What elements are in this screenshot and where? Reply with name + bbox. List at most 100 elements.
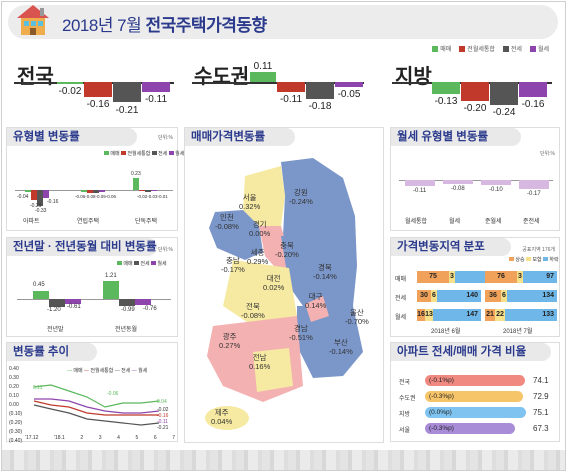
col-jul: 2018년 7월	[503, 329, 533, 335]
bar-rent-semi	[481, 180, 511, 185]
bar-yoy-jeonse	[119, 299, 135, 306]
legend-jeonse: 전세	[502, 44, 522, 53]
val-rent-monthly: -0.08	[451, 186, 465, 192]
map-label-jeonnam: 전남 0.16%	[249, 353, 271, 371]
map-label-chungbuk: 충북 -0.20%	[275, 241, 299, 259]
label-provinces-jeonse: -0.24	[492, 107, 516, 118]
axis-line	[399, 180, 553, 181]
val-rent-total: -0.11	[413, 188, 427, 194]
map-label-chungnam: 충남 -0.17%	[221, 256, 245, 274]
label-provinces-jeonwolse: -0.20	[463, 103, 487, 114]
label-capital-maemae: 0.11	[253, 61, 273, 72]
bar-national-jeonse	[113, 82, 141, 102]
bar-capital-maemae	[250, 72, 276, 82]
bar-apt-maemae	[25, 190, 31, 192]
unit-label: 단위:%	[157, 247, 173, 253]
bar-provinces-jeonwolse	[461, 82, 489, 101]
region-title-provinces: 지방	[395, 66, 432, 88]
panel-trend: 변동률 추이 — 매매 — 전월세통합 — 전세 — 월세 0.40 0.30 0.…	[6, 342, 178, 444]
val-rent-semijeonse: -0.17	[527, 191, 541, 197]
bar-yoy-maemae	[103, 281, 119, 299]
panel-distribution: 가격변동지역 분포 공표지역 176개 상승 보합 하락 매매 75 3 98 …	[390, 237, 560, 337]
label-capital-jeonwolse: -0.11	[279, 94, 303, 105]
label-rent-total: 월세통합	[405, 219, 428, 225]
panel-title: 매매가격변동률	[185, 128, 295, 146]
bar-provinces-wolse	[519, 82, 547, 97]
bar-capital-wolse	[335, 82, 363, 87]
panel-title: 유형별 변동률	[7, 128, 137, 146]
title-date: 2018년 7월	[62, 16, 142, 35]
panel-title: 전년말 · 전년동월 대비 변동률	[7, 238, 157, 256]
map-label-gyeongnam: 경남 -0.51%	[289, 324, 313, 342]
mini-legend: 매매 전세 월세	[117, 260, 167, 267]
panel-map: 매매가격변동률 서울 0.32% 인천 -0.08% 경기 0.00% 강원 -0.24…	[184, 127, 384, 443]
panel-ratio: 아파트 전세/매매 가격 비율 전국 (-0.1%p) 74.1 수도권 (-0…	[390, 342, 560, 442]
unit-label: 단위:%	[157, 135, 173, 141]
bar-national-maemae	[57, 82, 83, 84]
y-axis-ticks: 0.40 0.30 0.20 0.10 0.00 (0.10) (0.20) (0.30) (0…	[9, 366, 23, 444]
map-label-gyeongbuk: 경북 -0.14%	[313, 263, 337, 281]
bar-apt-jeonse	[37, 190, 43, 206]
bar-rent-monthly	[443, 180, 473, 184]
panel-type-change: 유형별 변동률 단위:% 매매 전월세통합 전세 월세 -0.04 -0.21 …	[6, 127, 184, 231]
label-national-wolse: -0.11	[144, 94, 168, 105]
map-label-daegu: 대구 0.14%	[305, 292, 327, 310]
bar-apt-wolse	[43, 190, 49, 198]
mini-legend: — 매매 — 전월세통합 — 전세 — 월세	[67, 368, 148, 374]
bar-capital-jeonwolse	[277, 82, 305, 92]
bar-yearend-jeonse	[49, 299, 65, 307]
label-national-jeonwolse: -0.16	[86, 99, 110, 110]
bar-house-wolse	[151, 190, 157, 191]
bar-provinces-jeonse	[490, 82, 518, 105]
header-bar	[8, 5, 558, 39]
map-label-gangwon: 강원 -0.24%	[289, 188, 313, 206]
bar-house-jeonwolse	[139, 190, 145, 191]
panel-yoy: 전년말 · 전년동월 대비 변동률 단위:% 매매 전세 월세 0.45 -1.…	[6, 237, 178, 337]
map-label-sejong: 세종 0.29%	[247, 248, 269, 266]
legend-maemae: 매매	[432, 44, 451, 53]
bar-national-jeonwolse	[84, 82, 112, 97]
trend-label: -0.06	[107, 391, 119, 397]
label-provinces-wolse: -0.16	[521, 99, 545, 110]
map-label-seoul: 서울 0.32%	[239, 193, 261, 211]
trend-label: -0.16	[157, 413, 169, 419]
val-apt-jeonse: -0.33	[35, 208, 47, 214]
bar-villa-maemae	[81, 190, 87, 192]
bar-provinces-maemae	[432, 82, 460, 94]
bar-house-jeonse	[145, 190, 151, 192]
page-title: 2018년 7월 전국주택가격동향	[62, 11, 267, 36]
top-legend: 매매 전월세통합 전세 월세	[432, 44, 549, 53]
map-label-gwangju: 광주 0.27%	[219, 332, 241, 350]
map-label-jeonbuk: 전북 -0.08%	[241, 302, 265, 320]
val-yoy-maemae: 1.21	[105, 273, 117, 279]
korea-map	[205, 158, 363, 430]
map-label-busan: 부산 -0.14%	[329, 338, 353, 356]
mini-legend: 상승 보합 하락	[509, 256, 559, 263]
map-label-ulsan: 울산 -0.70%	[345, 308, 369, 326]
bar-rent-semijeonse	[519, 180, 549, 189]
val-yoy-jeonse: -0.99	[121, 307, 135, 313]
panel-title: 아파트 전세/매매 가격 비율	[391, 343, 551, 361]
panel-title: 월세 유형별 변동률	[391, 128, 521, 146]
legend-jeonwolse: 전월세통합	[459, 44, 495, 53]
skyline-decoration	[2, 450, 565, 470]
trend-label: -0.11	[157, 419, 169, 425]
bar-yearend-maemae	[33, 291, 49, 299]
bar-yearend-wolse	[65, 299, 81, 304]
label-rent-monthly: 월세	[449, 219, 461, 225]
unit-label: 단위:%	[539, 151, 555, 157]
label-yoy: 전년동월	[115, 327, 138, 333]
val-apt-wolse: -0.16	[47, 199, 59, 205]
val-yearend-wolse: -0.61	[67, 304, 81, 310]
trend-label: 0.11	[33, 385, 43, 391]
label-yearend: 전년말	[47, 327, 64, 333]
bar-apt-jeonwolse	[31, 190, 37, 200]
label-national-maemae: -0.02	[58, 86, 82, 97]
house-logo-icon	[17, 5, 49, 35]
col-jun: 2018년 6월	[431, 329, 461, 335]
trend-lines	[33, 384, 160, 426]
bar-villa-jeonse	[93, 190, 99, 193]
bar-rent-total	[405, 180, 435, 186]
bar-house-maemae	[133, 178, 139, 190]
label-provinces-maemae: -0.13	[434, 96, 458, 107]
